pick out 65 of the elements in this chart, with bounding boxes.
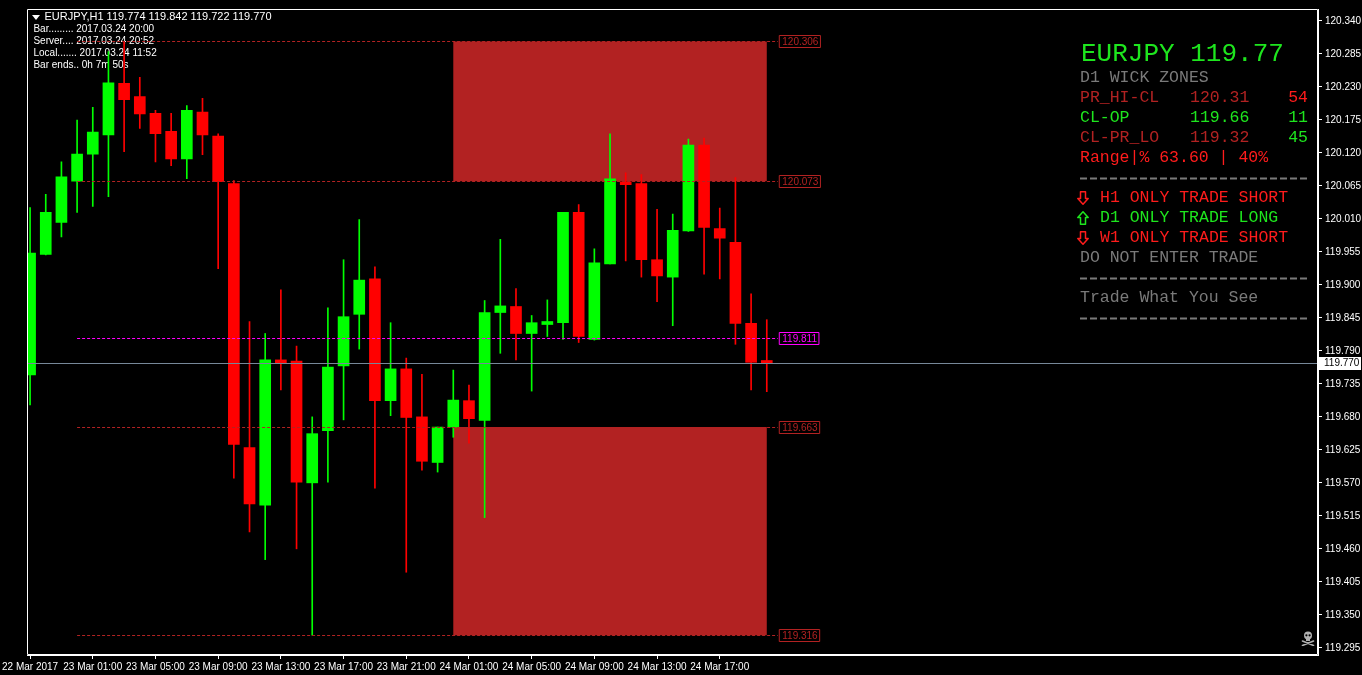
y-tick-label: 119.570 [1325, 476, 1361, 488]
annotation: PR_HI-CL [1080, 88, 1160, 108]
annotation: 119.66 [1190, 108, 1250, 128]
y-tick-label: 120.230 [1325, 80, 1362, 92]
annotation: Trade What You See [1080, 288, 1259, 308]
x-tick-label: 24 Mar 17:00 [690, 660, 750, 672]
annotation: W1 ONLY TRADE SHORT [1100, 228, 1289, 248]
ref-line-label: 119.316 [782, 629, 819, 641]
annotation: CL-PR_LO [1080, 128, 1160, 148]
annotation: 11 [1288, 108, 1308, 128]
y-tick-label: 119.900 [1325, 278, 1361, 290]
candlestick [619, 172, 632, 262]
candlestick [713, 207, 726, 280]
ref-line-label: 119.770 [1324, 357, 1360, 369]
ref-line-label: 120.306 [782, 35, 819, 47]
x-tick-label: 23 Mar 21:00 [376, 660, 437, 672]
annotation: CL-OP [1080, 108, 1130, 128]
y-tick-label: 119.350 [1325, 608, 1361, 620]
annotation: D1 WICK ZONES [1080, 68, 1209, 88]
candlestick [86, 107, 99, 207]
y-tick-label: 119.735 [1325, 377, 1361, 389]
x-tick-label: 23 Mar 01:00 [63, 660, 123, 672]
y-tick-label: 119.680 [1325, 410, 1361, 422]
annotation: DO NOT ENTER TRADE [1080, 248, 1259, 268]
y-tick-label: 119.845 [1325, 311, 1361, 323]
y-tick-label: 119.955 [1325, 245, 1361, 257]
candlestick [400, 357, 413, 573]
y-tick-label: 120.175 [1325, 113, 1362, 125]
y-tick-label: 120.285 [1325, 47, 1362, 59]
x-tick-label: 24 Mar 01:00 [439, 660, 499, 672]
ref-line-label: 120.073 [782, 175, 819, 187]
annotation: Range|% 63.60 | 40% [1080, 148, 1269, 168]
candlestick [494, 239, 507, 354]
y-tick-label: 119.790 [1325, 344, 1361, 356]
y-tick-label: 120.065 [1325, 179, 1362, 191]
y-tick-label: 120.010 [1325, 212, 1362, 224]
candlestick [760, 319, 773, 393]
candlestick [651, 209, 663, 303]
y-tick-label: 119.295 [1325, 641, 1361, 653]
annotation: 120.31 [1190, 88, 1250, 108]
chart-title: EURJPY,H1 119.774 119.842 119.722 119.770 [44, 10, 272, 23]
candlestick [306, 416, 319, 636]
x-tick-label: 23 Mar 17:00 [314, 660, 374, 672]
x-tick-label: 23 Mar 05:00 [126, 660, 186, 672]
x-tick-label: 24 Mar 13:00 [627, 660, 687, 672]
x-tick-label: 24 Mar 05:00 [502, 660, 562, 672]
annotation: 119.32 [1190, 128, 1250, 148]
x-tick-label: 24 Mar 09:00 [564, 660, 625, 672]
annotation: 54 [1288, 88, 1308, 108]
x-tick-label: 22 Mar 2017 [2, 660, 59, 672]
annotation: Bar......... 2017.03.24 20:00 [33, 23, 155, 35]
y-tick-label: 119.625 [1325, 443, 1361, 455]
y-tick-label: 120.340 [1325, 14, 1362, 26]
y-tick-label: 119.460 [1325, 542, 1361, 554]
annotation: EURJPY 119.77 [1081, 38, 1284, 70]
annotation: 45 [1288, 128, 1308, 148]
ref-line-label: 119.811 [782, 332, 818, 344]
y-tick-label: 120.120 [1325, 146, 1362, 158]
annotation: H1 ONLY TRADE SHORT [1100, 188, 1289, 208]
ref-line-label: 119.663 [782, 421, 819, 433]
y-tick-label: 119.405 [1325, 575, 1361, 587]
y-tick-label: 119.515 [1325, 509, 1361, 521]
annotation: D1 ONLY TRADE LONG [1100, 208, 1279, 228]
x-tick-label: 23 Mar 09:00 [188, 660, 249, 672]
x-tick-label: 23 Mar 13:00 [251, 660, 311, 672]
